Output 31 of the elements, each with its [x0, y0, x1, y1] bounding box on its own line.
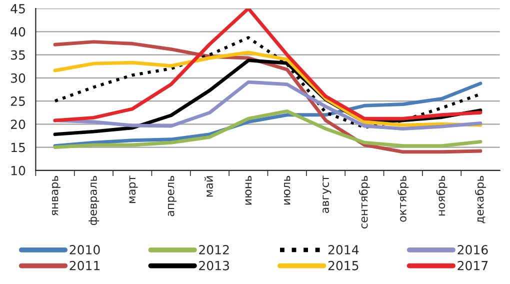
x-tick-label: январь — [52, 176, 60, 216]
legend-label: 2012 — [199, 245, 229, 254]
y-tick-label: 10 — [11, 166, 26, 176]
x-tick-label: август — [322, 176, 332, 213]
legend-label: 2010 — [70, 245, 100, 254]
x-tick-label: июнь — [245, 176, 252, 205]
y-tick-label: 30 — [11, 73, 26, 83]
legend-label: 2017 — [458, 260, 488, 270]
line-series — [53, 50, 482, 127]
x-tick-label: октябрь — [398, 176, 409, 222]
y-tick-label: 40 — [10, 27, 26, 37]
y-tick-label: 35 — [11, 50, 25, 60]
legend-label: 2016 — [458, 245, 488, 254]
legend-label: 2013 — [199, 260, 229, 270]
x-tick-label: февраль — [88, 176, 100, 226]
x-tick-label: декабрь — [474, 176, 486, 224]
legend-label: 2015 — [328, 260, 358, 270]
x-tick-label: июль — [284, 176, 290, 204]
y-tick-label: 45 — [10, 4, 25, 14]
line-series — [53, 8, 482, 122]
x-tick-label: март — [129, 176, 138, 203]
y-tick-label: 25 — [10, 96, 25, 106]
legend-label: 2011 — [70, 260, 100, 270]
x-tick-label: май — [204, 176, 213, 197]
legend-label: 2014 — [328, 245, 359, 254]
x-tick-label: апрель — [168, 176, 176, 216]
x-tick-label: ноябрь — [436, 176, 448, 216]
x-tick-label: сентябрь — [358, 176, 370, 228]
y-tick-label: 15 — [11, 142, 25, 152]
line-series — [53, 109, 482, 150]
y-tick-label: 20 — [10, 120, 26, 130]
